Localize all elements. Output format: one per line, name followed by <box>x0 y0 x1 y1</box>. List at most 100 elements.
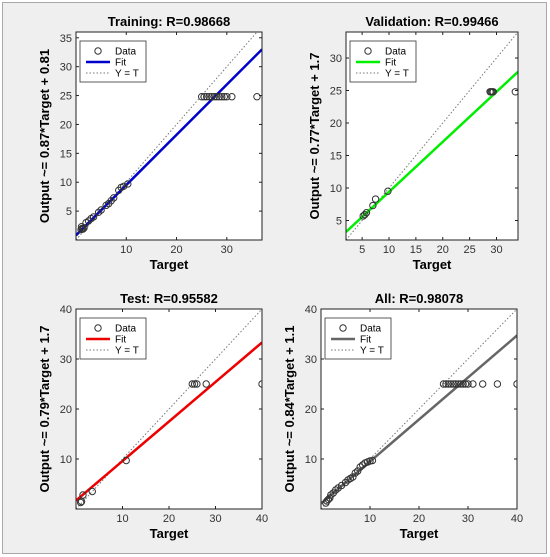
data-point <box>456 380 465 388</box>
x-tick-label: 5 <box>359 244 365 256</box>
data-point <box>110 194 118 202</box>
x-tick-label: 20 <box>413 513 425 525</box>
data-point <box>190 380 199 388</box>
y-tick-label: 40 <box>60 304 72 316</box>
x-tick-label: 10 <box>364 513 376 525</box>
data-point <box>362 209 371 217</box>
x-axis-label: Target <box>413 257 452 272</box>
y-tick-label: 30 <box>60 354 72 366</box>
x-axis-label: Target <box>150 257 189 272</box>
y-tick-label: 30 <box>330 53 342 65</box>
data-point <box>89 213 98 221</box>
legend-label: Y = T <box>385 69 409 80</box>
legend-data-marker <box>94 47 102 55</box>
y-axis-label: Output ~= 0.87*Target + 0.81 <box>37 49 52 223</box>
x-tick-label: 40 <box>511 513 523 525</box>
y-tick-label: 5 <box>66 206 72 218</box>
chart-3: 10 20 30 40 10 20 30 40 All: R=0.98078 Target Outp… <box>282 291 523 541</box>
data-point <box>77 223 86 231</box>
data-point <box>208 93 216 101</box>
legend-label: Fit <box>115 58 126 69</box>
data-point <box>197 93 206 101</box>
plot-border <box>345 31 519 241</box>
data-point <box>200 93 208 101</box>
legend-data-marker <box>364 47 372 55</box>
data-point <box>220 93 228 101</box>
fit-line <box>76 48 262 237</box>
data-point <box>223 93 231 101</box>
data-point <box>368 456 377 465</box>
legend-label: Fit <box>115 335 126 346</box>
data-point <box>203 93 211 101</box>
data-point <box>97 206 105 214</box>
data-point <box>464 380 472 388</box>
chart-1: 5 10 15 20 25 30 5 10 15 20 25 30 Validation: R=0.99… <box>307 14 519 272</box>
y-tick-label: 40 <box>305 304 317 316</box>
data-point <box>213 93 221 101</box>
data-point <box>489 88 497 96</box>
data-point <box>351 469 359 477</box>
y-tick-label: 5 <box>336 216 342 228</box>
x-axis-label: Target <box>150 526 189 541</box>
y-tick-label: 10 <box>305 454 317 466</box>
legend-label: Fit <box>360 335 371 346</box>
fit-line <box>76 341 262 502</box>
chart-0: 10 20 30 5 10 15 20 25 30 35 Training: R=0.98668 Ta… <box>37 14 263 272</box>
x-tick-label: 30 <box>209 513 221 525</box>
regression-plots-figure: 10 20 30 5 10 15 20 25 30 35 Training: R=0.98668 Ta… <box>37 14 523 541</box>
data-point <box>447 380 455 388</box>
data-point <box>371 195 380 203</box>
data-point <box>218 93 226 101</box>
data-point <box>454 380 462 388</box>
legend-data-marker <box>94 324 102 332</box>
x-tick-label: 30 <box>490 244 502 256</box>
legend-label: Y = T <box>115 346 139 357</box>
y-tick-label: 30 <box>60 62 72 74</box>
y-tick-label: 20 <box>305 404 317 416</box>
data-point <box>384 187 392 195</box>
y-tick-label: 15 <box>60 148 72 160</box>
data-point <box>327 491 335 499</box>
y-tick-label: 30 <box>305 354 317 366</box>
data-point <box>354 467 362 475</box>
legend-label: Data <box>115 47 137 58</box>
legend-label: Fit <box>385 58 396 69</box>
data-point <box>202 380 210 388</box>
legend-label: Y = T <box>360 346 384 357</box>
data-point <box>444 380 453 388</box>
legend-label: Y = T <box>115 69 139 80</box>
data-point <box>122 456 130 465</box>
data-point <box>215 93 223 101</box>
chart-title: All: R=0.98078 <box>375 291 464 306</box>
data-point <box>193 380 201 388</box>
y-tick-label: 25 <box>330 86 342 98</box>
data-point <box>124 180 132 188</box>
data-point <box>469 380 477 388</box>
data-point <box>449 380 457 388</box>
data-point <box>324 495 333 504</box>
data-point <box>439 380 448 388</box>
data-point <box>228 93 236 101</box>
data-point <box>349 473 357 481</box>
y-tick-label: 20 <box>60 404 72 416</box>
legend-label: Data <box>385 47 407 58</box>
data-point <box>94 208 103 216</box>
chart-title: Validation: R=0.99466 <box>365 14 498 29</box>
data-point <box>479 380 487 388</box>
data-point <box>188 380 196 388</box>
data-point <box>253 93 261 101</box>
y-axis-label: Output ~= 0.84*Target + 1.1 <box>282 325 297 492</box>
data-point <box>493 380 502 388</box>
y-axis-label: Output ~= 0.79*Target + 1.7 <box>37 325 52 492</box>
x-tick-label: 30 <box>221 244 233 256</box>
data-point <box>120 182 128 190</box>
legend-label: Data <box>115 324 137 335</box>
x-tick-label: 25 <box>464 244 476 256</box>
chart-2: 10 20 30 40 10 20 30 40 Test: R=0.95582 Target Out… <box>37 291 268 541</box>
data-point <box>84 217 93 225</box>
data-point <box>88 487 96 496</box>
x-tick-label: 15 <box>410 244 422 256</box>
y-tick-label: 25 <box>60 91 72 103</box>
chart-title: Training: R=0.98668 <box>108 14 230 29</box>
